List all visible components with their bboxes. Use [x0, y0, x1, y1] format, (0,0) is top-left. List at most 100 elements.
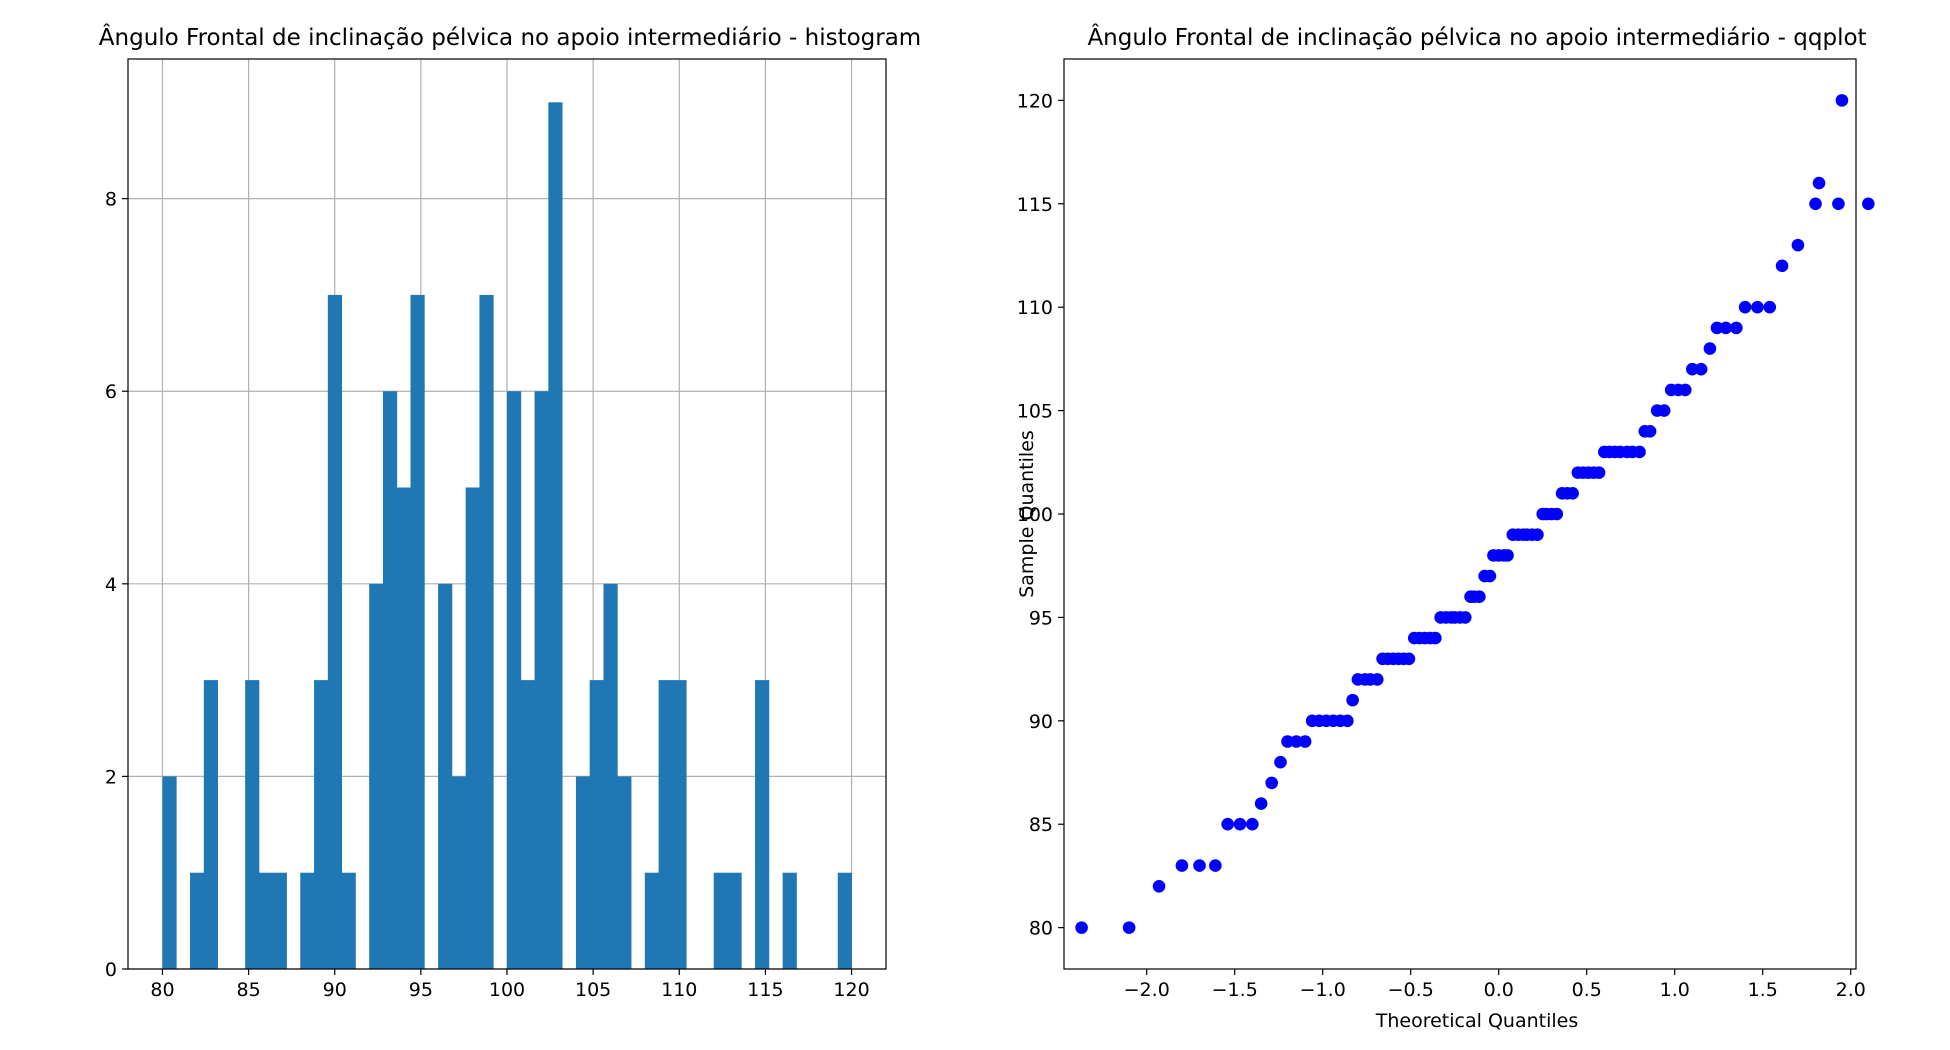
histogram-x-tick-label: 95 — [409, 979, 433, 1001]
qqplot-axes-frame — [1063, 58, 1857, 970]
qqplot-point — [1633, 445, 1646, 459]
qqplot-x-label: Theoretical Quantiles — [1375, 1010, 1578, 1032]
qqplot-point — [1703, 342, 1717, 355]
histogram-bar — [162, 776, 177, 969]
qqplot-x-tick-label: −1.0 — [1300, 979, 1346, 1001]
histogram-bar — [603, 583, 618, 969]
qqplot-x-ticks: −2.0 −1.5 −1.0 −0.5 0.0 0.5 1.0 1.5 2.0 — [1124, 969, 1866, 1001]
qqplot-point — [1791, 238, 1805, 252]
histogram-x-tick-label: 120 — [833, 979, 869, 1001]
histogram-x-tick-label: 80 — [150, 979, 174, 1001]
histogram-x-tick-label: 100 — [489, 979, 525, 1001]
qqplot-x-tick-label: 1.5 — [1748, 979, 1778, 1001]
qqplot-y-tick-label: 110 — [1017, 297, 1053, 319]
qqplot-point — [1501, 549, 1514, 562]
qqplot-panel: Ângulo Frontal de inclinação pélvica no … — [1016, 23, 1875, 1032]
qqplot-x-tick-label: 0.5 — [1572, 979, 1602, 1001]
qqplot-point — [1290, 735, 1303, 748]
qqplot-point — [1075, 921, 1088, 934]
histogram-y-tick-label: 2 — [105, 766, 117, 788]
qqplot-point — [1862, 197, 1875, 211]
histogram-x-tick-label: 115 — [747, 979, 783, 1001]
histogram-bar — [451, 776, 467, 969]
qqplot-point — [1719, 321, 1733, 335]
histogram-x-tick-label: 105 — [575, 979, 611, 1001]
qqplot-point — [1298, 735, 1312, 748]
qqplot-point — [1254, 797, 1268, 810]
qqplot-point — [1686, 362, 1699, 376]
histogram-y-tick-label: 8 — [105, 189, 117, 211]
histogram-bar — [672, 680, 687, 969]
histogram-bar — [755, 680, 770, 969]
qqplot-point — [1763, 300, 1777, 314]
qqplot-point — [1429, 631, 1442, 645]
histogram-bar — [520, 680, 535, 969]
qqplot-point — [1531, 528, 1544, 541]
histogram-bar — [727, 872, 742, 969]
qqplot-point — [1175, 859, 1189, 872]
histogram-bar — [548, 102, 563, 970]
qqplot-point — [1832, 197, 1845, 211]
histogram-bar — [245, 680, 260, 969]
qqplot-x-tick-label: −0.5 — [1388, 979, 1434, 1001]
histogram-bar — [837, 872, 852, 969]
qqplot-y-tick-label: 80 — [1029, 918, 1053, 940]
histogram-y-tick-label: 6 — [105, 381, 117, 403]
qqplot-point — [1483, 569, 1497, 583]
qqplot-point — [1657, 404, 1671, 417]
histogram-bar — [203, 680, 218, 969]
qqplot-point — [1751, 300, 1764, 314]
histogram-bar — [258, 872, 274, 969]
qqplot-y-tick-label: 90 — [1029, 711, 1053, 733]
qqplot-point — [1643, 424, 1657, 438]
qqplot-y-tick-label: 115 — [1017, 194, 1053, 216]
qqplot-y-ticks: 80 85 90 95 100 105 110 115 120 — [1017, 90, 1064, 940]
histogram-title: Ângulo Frontal de inclinação pélvica no … — [99, 23, 921, 51]
qqplot-y-tick-label: 100 — [1017, 504, 1053, 526]
histogram-bar — [507, 391, 522, 969]
histogram-bar — [341, 872, 356, 969]
qqplot-x-tick-label: 1.0 — [1660, 979, 1690, 1001]
qqplot-point — [1809, 197, 1822, 211]
qqplot-point — [1370, 673, 1384, 686]
qqplot-point — [1458, 611, 1472, 624]
qqplot-x-tick-label: −1.5 — [1212, 979, 1258, 1001]
histogram-bar — [479, 294, 494, 970]
qqplot-point — [1346, 693, 1359, 707]
qqplot-point — [1341, 714, 1354, 728]
qqplot-point — [1775, 259, 1789, 273]
qqplot-title: Ângulo Frontal de inclinação pélvica no … — [1087, 23, 1866, 51]
qqplot-point — [1246, 817, 1259, 831]
qqplot-x-tick-label: −2.0 — [1124, 979, 1170, 1001]
histogram-bar — [465, 487, 480, 969]
histogram-bar — [589, 680, 604, 969]
histogram-bar — [369, 583, 384, 969]
qqplot-point — [1193, 859, 1206, 872]
qqplot-point — [1678, 383, 1692, 397]
qqplot-y-tick-label: 95 — [1029, 607, 1053, 629]
histogram-x-tick-label: 110 — [661, 979, 697, 1001]
histogram-bar — [314, 680, 329, 969]
qqplot-point — [1710, 321, 1724, 335]
qqplot-point — [1473, 590, 1486, 604]
qqplot-point — [1233, 817, 1247, 831]
qqplot-x-tick-label: 0.0 — [1484, 979, 1514, 1001]
histogram-bar — [713, 872, 728, 969]
qqplot-y-tick-label: 85 — [1029, 814, 1053, 836]
histogram-bar — [617, 776, 632, 969]
histogram-bar — [327, 294, 343, 970]
histogram-bar — [438, 583, 453, 969]
qqplot-point — [1402, 652, 1416, 666]
histogram-bars — [162, 102, 852, 970]
histogram-bar — [410, 294, 425, 970]
histogram-bar — [575, 776, 591, 969]
qqplot-point — [1550, 507, 1564, 521]
histogram-bar — [272, 872, 287, 969]
qqplot-point — [1281, 735, 1294, 748]
histogram-y-tick-label: 4 — [105, 574, 117, 596]
qqplot-point — [1566, 487, 1579, 500]
histogram-y-tick-label: 0 — [105, 959, 117, 981]
histogram-bar — [300, 872, 315, 969]
